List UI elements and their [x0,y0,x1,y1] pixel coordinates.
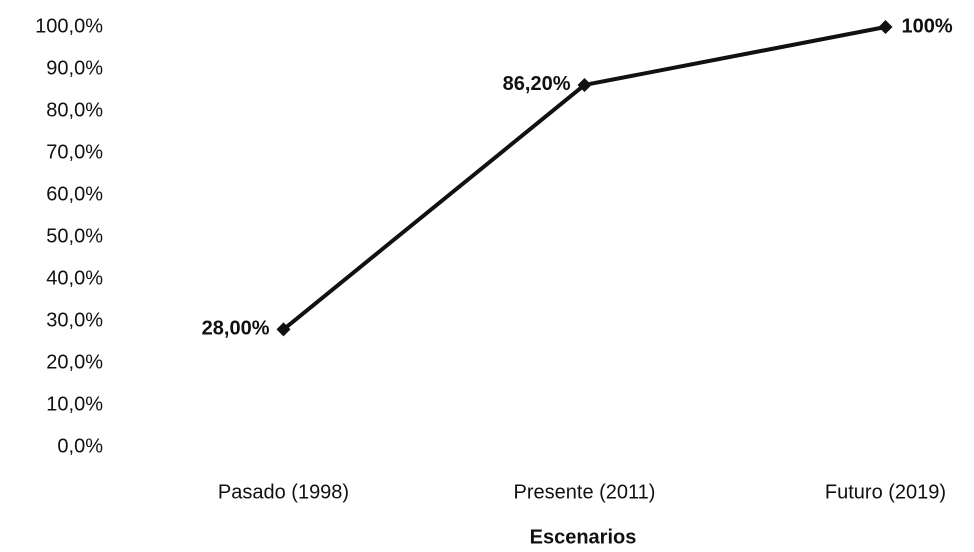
marker [276,322,291,337]
data-label: 100% [902,15,953,37]
y-tick-label: 60,0% [46,183,103,205]
y-tick-label: 100,0% [35,15,103,37]
y-tick-label: 20,0% [46,351,103,373]
data-label: 86,20% [503,73,571,95]
y-tick-label: 80,0% [46,99,103,121]
marker [878,20,893,34]
y-tick-label: 40,0% [46,267,103,289]
x-tick-label: Presente (2011) [514,481,656,503]
marker [577,77,592,92]
y-tick-label: 90,0% [46,57,103,79]
data-label: 28,00% [202,318,270,340]
y-tick-label: 10,0% [46,393,103,415]
x-tick-label: Pasado (1998) [218,481,349,503]
x-tick-label: Futuro (2019) [825,481,946,503]
y-tick-label: 50,0% [46,225,103,247]
y-tick-label: 30,0% [46,309,103,331]
line [282,25,886,331]
y-tick-label: 70,0% [46,141,103,163]
x-axis-label: Escenarios [530,526,637,548]
y-tick-label: 0,0% [57,435,103,457]
